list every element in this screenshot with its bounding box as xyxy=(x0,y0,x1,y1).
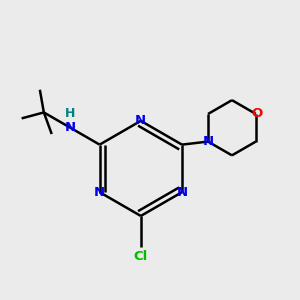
Text: N: N xyxy=(176,186,188,199)
Text: N: N xyxy=(202,135,214,148)
Text: Cl: Cl xyxy=(134,250,148,263)
Text: H: H xyxy=(65,107,76,121)
Text: O: O xyxy=(252,107,263,121)
Text: N: N xyxy=(65,121,76,134)
Text: N: N xyxy=(135,114,146,128)
Text: N: N xyxy=(94,186,105,199)
